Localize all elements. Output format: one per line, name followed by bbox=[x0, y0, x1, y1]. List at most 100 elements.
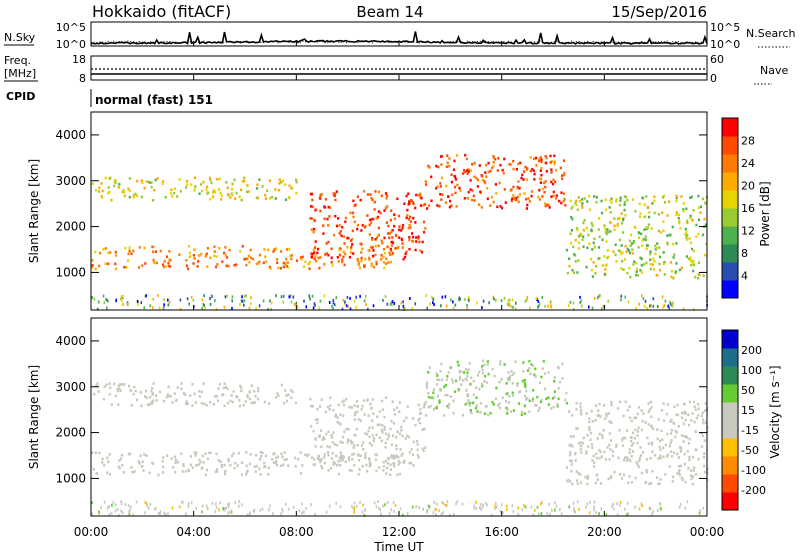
scatter-cell bbox=[178, 253, 181, 256]
scatter-cell bbox=[241, 503, 243, 507]
scatter-cell bbox=[694, 448, 697, 451]
scatter-cell bbox=[596, 478, 599, 481]
scatter-cell bbox=[366, 193, 369, 196]
scatter-cell bbox=[538, 381, 542, 384]
scatter-cell bbox=[517, 513, 520, 516]
scatter-cell bbox=[367, 414, 370, 417]
scatter-cell bbox=[240, 461, 243, 464]
scatter-cell bbox=[258, 304, 261, 308]
scatter-cell bbox=[93, 297, 96, 301]
scatter-cell bbox=[370, 444, 373, 447]
scatter-cell bbox=[594, 297, 596, 300]
scatter-cell bbox=[675, 199, 678, 203]
scatter-cell bbox=[523, 382, 527, 385]
scatter-cell bbox=[597, 409, 600, 412]
colorbar-tick-label: -100 bbox=[741, 464, 766, 477]
scatter-cell bbox=[402, 300, 404, 304]
scatter-cell bbox=[445, 165, 448, 169]
scatter-cell bbox=[223, 508, 225, 512]
scatter-cell bbox=[231, 295, 234, 299]
scatter-cell bbox=[371, 198, 374, 202]
scatter-cell bbox=[622, 444, 625, 448]
scatter-cell bbox=[258, 260, 261, 264]
scatter-cell bbox=[418, 240, 421, 244]
scatter-cell bbox=[418, 421, 422, 425]
scatter-cell bbox=[682, 411, 685, 414]
scatter-cell bbox=[334, 415, 337, 418]
scatter-cell bbox=[641, 419, 644, 423]
scatter-cell bbox=[404, 252, 407, 256]
scatter-cell bbox=[405, 194, 408, 198]
scatter-cell bbox=[114, 250, 117, 254]
scatter-cell bbox=[381, 241, 384, 245]
scatter-cell bbox=[469, 382, 472, 386]
scatter-cell bbox=[580, 299, 583, 303]
scatter-cell bbox=[246, 395, 249, 399]
scatter-cell bbox=[576, 500, 579, 504]
scatter-cell bbox=[355, 305, 358, 309]
scatter-cell bbox=[305, 305, 308, 309]
scatter-cell bbox=[162, 471, 165, 474]
scatter-cell bbox=[640, 471, 643, 475]
scatter-cell bbox=[571, 217, 574, 221]
scatter-cell bbox=[130, 404, 133, 407]
scatter-cell bbox=[700, 431, 703, 435]
scatter-cell bbox=[339, 422, 342, 426]
scatter-cell bbox=[349, 247, 353, 251]
scatter-cell bbox=[621, 477, 624, 480]
x-tick-label: 16:00 bbox=[484, 525, 519, 539]
scatter-cell bbox=[637, 231, 641, 235]
scatter-cell bbox=[393, 302, 396, 306]
scatter-cell bbox=[500, 299, 503, 303]
scatter-cell bbox=[468, 362, 471, 365]
scatter-cell bbox=[647, 223, 650, 226]
scatter-cell bbox=[471, 401, 474, 405]
scatter-cell bbox=[484, 374, 487, 378]
scatter-cell bbox=[217, 387, 220, 390]
colorbar-segment bbox=[722, 402, 738, 421]
scatter-cell bbox=[479, 411, 482, 414]
scatter-cell bbox=[328, 215, 331, 218]
scatter-cell bbox=[650, 406, 653, 409]
scatter-cell bbox=[678, 471, 681, 474]
x-tick-label: 00:00 bbox=[690, 525, 725, 539]
scatter-cell bbox=[419, 204, 423, 207]
scatter-cell bbox=[688, 237, 691, 240]
scatter-cell bbox=[647, 442, 650, 445]
scatter-cell bbox=[616, 502, 618, 506]
scatter-cell bbox=[270, 301, 273, 305]
scatter-cell bbox=[515, 301, 517, 305]
scatter-cell bbox=[624, 214, 627, 217]
scatter-cell bbox=[216, 178, 219, 181]
scatter-cell bbox=[588, 511, 591, 515]
scatter-cell bbox=[422, 220, 426, 224]
power-scatter-cells bbox=[91, 153, 708, 311]
scatter-cell bbox=[663, 304, 666, 307]
scatter-cell bbox=[134, 389, 137, 393]
colorbar-tick-label: -200 bbox=[741, 484, 766, 497]
scatter-cell bbox=[672, 475, 675, 479]
scatter-cell bbox=[631, 431, 634, 435]
scatter-cell bbox=[102, 294, 105, 298]
scatter-cell bbox=[295, 192, 298, 195]
scatter-cell bbox=[339, 459, 342, 462]
scatter-cell bbox=[553, 379, 556, 383]
scatter-cell bbox=[386, 302, 389, 306]
scatter-cell bbox=[190, 501, 193, 505]
scatter-cell bbox=[152, 297, 155, 301]
scatter-cell bbox=[598, 449, 601, 452]
scatter-cell bbox=[280, 383, 283, 387]
scatter-cell bbox=[279, 464, 282, 468]
scatter-cell bbox=[94, 451, 97, 455]
scatter-cell bbox=[91, 512, 93, 516]
scatter-cell bbox=[699, 205, 703, 209]
scatter-cell bbox=[353, 299, 356, 303]
scatter-cell bbox=[517, 180, 520, 183]
scatter-cell bbox=[164, 512, 167, 516]
scatter-cell bbox=[512, 185, 515, 189]
scatter-cell bbox=[310, 228, 313, 231]
scatter-cell bbox=[465, 157, 468, 161]
scatter-cell bbox=[119, 457, 122, 461]
colorbar-segment bbox=[722, 262, 738, 281]
scatter-cell bbox=[246, 513, 249, 517]
